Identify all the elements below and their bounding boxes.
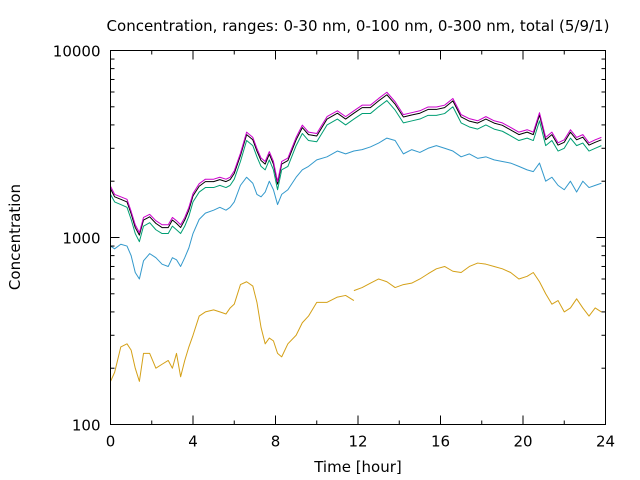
y-tick-label: 100 xyxy=(72,417,101,435)
series-layer xyxy=(110,91,602,382)
x-tick-label: 20 xyxy=(513,433,532,451)
ticks-layer: 0 4 8 12 16 20 24 100 1000 10000 xyxy=(53,43,615,451)
chart-title: Concentration, ranges: 0-30 nm, 0-100 nm… xyxy=(107,17,610,35)
plot-frame xyxy=(110,50,606,425)
y-tick-label: 1000 xyxy=(62,230,100,248)
y-axis-label: Concentration xyxy=(6,184,24,290)
series-line-4 xyxy=(110,94,602,236)
series-line-5 xyxy=(110,91,602,234)
x-tick-label: 12 xyxy=(348,433,367,451)
x-tick-label: 4 xyxy=(188,433,198,451)
series-line-2 xyxy=(110,137,602,280)
x-tick-label: 8 xyxy=(271,433,281,451)
y-tick-label: 10000 xyxy=(53,43,101,61)
x-tick-label: 0 xyxy=(106,433,116,451)
x-axis-label: Time [hour] xyxy=(313,458,402,476)
series-line-1 xyxy=(110,262,602,382)
x-tick-label: 24 xyxy=(596,433,615,451)
x-tick-label: 16 xyxy=(431,433,450,451)
series-line-3 xyxy=(110,100,602,243)
